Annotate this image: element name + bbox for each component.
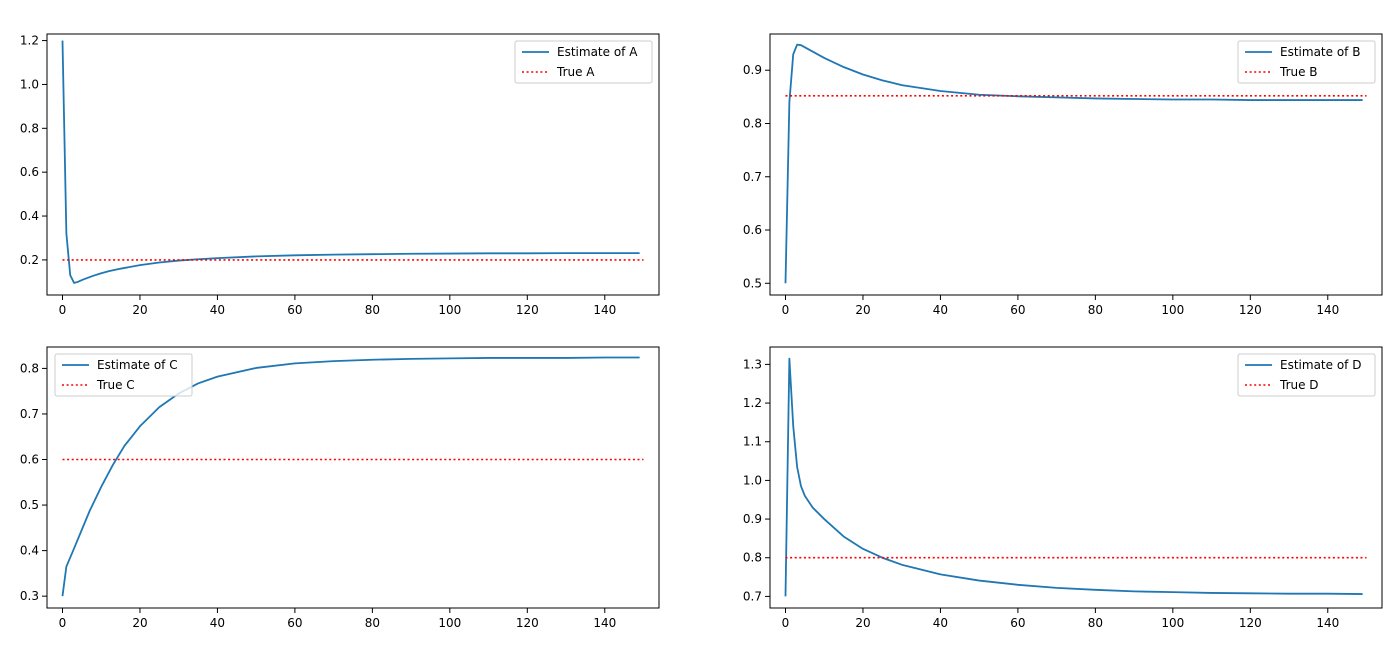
subplot-d: 0 20 40 60 80 100 120 140 0.7 0.8 0.9 1.0 1.1 1.2 1.3 E… [743, 346, 1383, 630]
x-tick-label-d: 120 [1239, 616, 1262, 630]
y-tick-label-c: 0.4 [20, 544, 39, 558]
y-tick-label-a: 0.2 [20, 253, 39, 267]
x-tick-label-c: 0 [59, 616, 67, 630]
x-tick-label-d: 100 [1161, 616, 1184, 630]
x-tick-label-a: 80 [365, 303, 380, 317]
plot-area-a [61, 40, 644, 284]
y-tick-label-d: 0.7 [743, 589, 762, 603]
y-tick-label-c: 0.7 [20, 407, 39, 421]
y-tick-label-b: 0.5 [743, 276, 762, 290]
x-tick-label-d: 20 [855, 616, 870, 630]
estimate-c-line [61, 356, 640, 597]
x-tick-label-a: 40 [210, 303, 225, 317]
y-tick-label-d: 0.9 [743, 512, 762, 526]
axes-frame-a [46, 33, 660, 296]
y-tick-label-b: 0.7 [743, 170, 762, 184]
subplot-a: 0 20 40 60 80 100 120 140 0.2 0.4 0.6 0.8 1.0 1.2 Esti… [20, 33, 660, 317]
y-tick-label-a: 1.0 [20, 77, 39, 91]
x-tick-label-a: 60 [287, 303, 302, 317]
plot-area-c [61, 356, 644, 597]
x-tick-label-c: 80 [365, 616, 380, 630]
x-tick-label-a: 140 [593, 303, 616, 317]
x-tick-label-c: 120 [516, 616, 539, 630]
legend-label-true-c: True C [96, 378, 135, 392]
x-tick-label-b: 140 [1316, 303, 1339, 317]
y-tick-label-d: 1.0 [743, 473, 762, 487]
y-tick-label-c: 0.8 [20, 361, 39, 375]
x-tick-label-b: 40 [933, 303, 948, 317]
x-tick-label-a: 120 [516, 303, 539, 317]
axes-frame-d [769, 346, 1383, 609]
x-tick-label-a: 100 [438, 303, 461, 317]
y-tick-label-d: 1.1 [743, 435, 762, 449]
legend-label-estimate-a: Estimate of A [557, 45, 638, 59]
y-tick-label-a: 0.8 [20, 121, 39, 135]
x-tick-label-a: 20 [132, 303, 147, 317]
plot-area-d [784, 357, 1367, 597]
x-tick-label-c: 20 [132, 616, 147, 630]
legend-label-true-b: True B [1279, 65, 1318, 79]
legend-box-c [54, 353, 193, 397]
subplot-c: 0 20 40 60 80 100 120 140 0.3 0.4 0.5 0.6 0.7 0.8 Esti… [20, 346, 660, 630]
estimate-b-line [784, 43, 1363, 284]
x-tick-label-b: 120 [1239, 303, 1262, 317]
legend-label-true-d: True D [1279, 378, 1319, 392]
y-tick-label-c: 0.6 [20, 453, 39, 467]
y-tick-label-a: 0.6 [20, 165, 39, 179]
y-tick-label-b: 0.9 [743, 63, 762, 77]
y-tick-label-b: 0.8 [743, 116, 762, 130]
plot-area-b [784, 43, 1367, 284]
legend-d: Estimate of D True D [1237, 353, 1376, 397]
y-tick-label-b: 0.6 [743, 223, 762, 237]
axes-frame-c [46, 346, 660, 609]
legend-label-true-a: True A [556, 65, 595, 79]
x-tick-label-c: 60 [287, 616, 302, 630]
x-tick-label-a: 0 [59, 303, 67, 317]
estimate-d-line [784, 357, 1363, 597]
legend-box-a [514, 40, 653, 84]
x-tick-label-b: 20 [855, 303, 870, 317]
legend-label-estimate-b: Estimate of B [1280, 45, 1360, 59]
axes-frame-b [769, 33, 1383, 296]
x-tick-label-d: 60 [1010, 616, 1025, 630]
x-tick-label-c: 40 [210, 616, 225, 630]
subplot-b: 0 20 40 60 80 100 120 140 0.5 0.6 0.7 0.8 0.9 Estimat… [743, 33, 1383, 317]
y-tick-label-a: 1.2 [20, 34, 39, 48]
x-tick-label-d: 0 [782, 616, 790, 630]
x-tick-label-b: 0 [782, 303, 790, 317]
y-tick-label-c: 0.5 [20, 498, 39, 512]
y-tick-label-d: 1.3 [743, 357, 762, 371]
x-tick-label-c: 140 [593, 616, 616, 630]
legend-box-b [1237, 40, 1376, 84]
legend-box-d [1237, 353, 1376, 397]
y-tick-label-d: 0.8 [743, 551, 762, 565]
legend-a: Estimate of A True A [514, 40, 653, 84]
x-tick-label-d: 140 [1316, 616, 1339, 630]
x-tick-label-b: 80 [1088, 303, 1103, 317]
legend-label-estimate-c: Estimate of C [97, 358, 178, 372]
x-tick-label-d: 40 [933, 616, 948, 630]
y-tick-label-d: 1.2 [743, 396, 762, 410]
x-tick-label-d: 80 [1088, 616, 1103, 630]
x-tick-label-b: 60 [1010, 303, 1025, 317]
y-tick-label-c: 0.3 [20, 589, 39, 603]
y-tick-label-a: 0.4 [20, 209, 39, 223]
x-tick-label-c: 100 [438, 616, 461, 630]
legend-b: Estimate of B True B [1237, 40, 1376, 84]
legend-label-estimate-d: Estimate of D [1280, 358, 1361, 372]
x-tick-label-b: 100 [1161, 303, 1184, 317]
legend-c: Estimate of C True C [54, 353, 193, 397]
